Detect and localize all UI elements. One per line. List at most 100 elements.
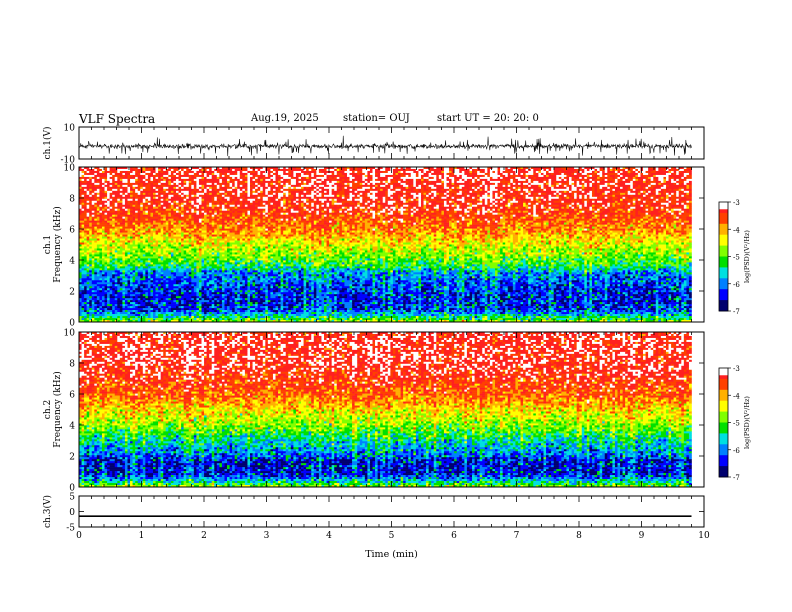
spectro-cell xyxy=(390,210,394,214)
spectro-cell xyxy=(221,198,228,202)
spectro-cell xyxy=(321,192,325,196)
spectro-cell xyxy=(94,210,98,214)
spectro-cell xyxy=(579,174,583,178)
spectro-cell xyxy=(158,188,164,192)
spectro-cell xyxy=(178,178,184,182)
spectro-cell xyxy=(558,170,562,174)
spectro-cell xyxy=(484,200,488,204)
spectro-cell xyxy=(186,200,190,204)
spectro-cell xyxy=(354,176,363,180)
spectro-cell xyxy=(359,202,363,206)
spectro-cell xyxy=(313,212,317,215)
spectro-cell xyxy=(617,182,626,186)
spectro-cell xyxy=(135,170,138,174)
spectro-cell xyxy=(96,216,100,219)
spectro-cell xyxy=(622,167,626,170)
spectro-cell xyxy=(482,188,486,192)
spectro-cell xyxy=(446,198,452,202)
spectro-cell xyxy=(630,186,634,190)
spectro-cell xyxy=(528,222,532,225)
spectro-cell xyxy=(528,180,532,184)
spectro-cell xyxy=(377,212,381,215)
spectro-cell xyxy=(364,208,368,212)
spectro-cell xyxy=(173,172,177,176)
spectro-cell xyxy=(602,214,606,217)
spectro-cell xyxy=(168,186,174,190)
spectro-cell xyxy=(523,204,526,208)
spectro-cell xyxy=(375,210,378,214)
spectro-cell xyxy=(648,168,654,172)
spectro-cell xyxy=(275,168,279,172)
spectro-cell xyxy=(676,180,680,184)
spectro-cell xyxy=(242,218,246,221)
spectro-cell xyxy=(459,190,463,194)
spectro-cell xyxy=(130,200,133,204)
spectro-cell xyxy=(170,200,174,204)
spectro-cell xyxy=(665,178,669,182)
spectro-cell xyxy=(597,184,600,188)
spectro-cell xyxy=(334,167,338,170)
spectro-cell xyxy=(625,204,636,208)
spectro-cell xyxy=(581,182,585,186)
spectro-cell xyxy=(341,224,345,227)
spectro-cell xyxy=(364,202,368,206)
spectro-cell xyxy=(239,218,243,221)
spectro-cell xyxy=(637,198,641,202)
spectro-cell xyxy=(464,200,470,204)
spectro-cell xyxy=(163,188,167,192)
spectro-cell xyxy=(316,178,322,182)
spectro-cell xyxy=(660,214,664,217)
spectro-cell xyxy=(86,218,90,221)
spectro-cell xyxy=(563,200,572,204)
spectro-cell xyxy=(426,184,429,188)
spectro-cell xyxy=(510,224,516,227)
spectro-cell xyxy=(676,202,680,206)
spectro-cell xyxy=(275,184,279,188)
spectro-cell xyxy=(81,208,85,212)
spectro-cell xyxy=(101,184,105,188)
spectro-cell xyxy=(523,188,529,192)
spectro-cell xyxy=(563,194,567,198)
spectro-cell xyxy=(252,218,256,221)
spectro-cell xyxy=(367,214,371,217)
spectro-cell xyxy=(640,210,646,214)
spectro-cell xyxy=(632,210,636,214)
spectro-cell xyxy=(219,204,223,208)
spectro-cell xyxy=(418,168,424,172)
spectro-cell xyxy=(380,174,386,178)
spectro-cell xyxy=(346,178,350,182)
spectro-cell xyxy=(101,208,105,212)
spectro-cell xyxy=(352,206,355,210)
spectro-cell xyxy=(449,202,452,206)
spectro-cell xyxy=(186,210,190,214)
spectro-cell xyxy=(579,200,583,204)
spectro-cell xyxy=(175,170,179,174)
spectro-cell xyxy=(321,182,327,186)
spectro-cell xyxy=(321,196,343,200)
spectro-cell xyxy=(114,210,118,214)
spectro-cell xyxy=(632,200,636,204)
spectro-cell xyxy=(216,174,220,178)
spectro-cell xyxy=(94,182,100,186)
spectro-cell xyxy=(84,208,90,212)
spectro-cell xyxy=(408,184,412,188)
spectro-cell xyxy=(265,174,269,178)
spectro-cell xyxy=(451,167,455,170)
spectro-cell xyxy=(625,168,628,172)
spectro-cell xyxy=(535,208,547,212)
spectro-cell xyxy=(175,202,179,206)
spectro-cell xyxy=(538,210,544,214)
spectro-cell xyxy=(242,176,248,180)
spectro-cell xyxy=(237,220,241,223)
spectro-cell xyxy=(237,182,241,186)
spectro-cell xyxy=(594,186,598,190)
spectro-cell xyxy=(308,198,315,202)
spectro-cell xyxy=(295,222,299,225)
spectro-cell xyxy=(175,172,179,176)
spectro-cell xyxy=(122,216,126,219)
spectro-cell xyxy=(591,218,598,221)
spectro-cell xyxy=(132,198,136,202)
spectro-cell xyxy=(326,198,330,202)
spectro-cell xyxy=(405,220,409,223)
spectro-cell xyxy=(405,167,412,170)
